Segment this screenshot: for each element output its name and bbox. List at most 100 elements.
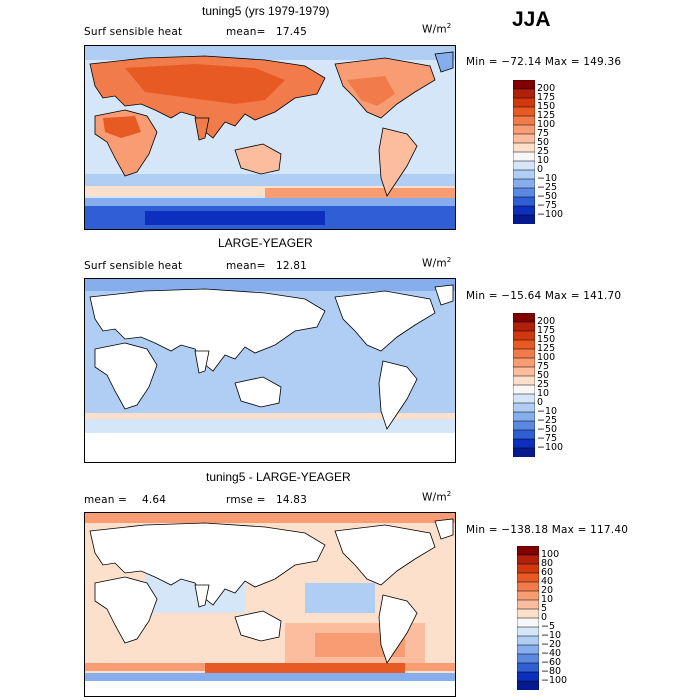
colorbar-swatch <box>512 97 536 108</box>
panel2-units: W/m2 <box>422 256 452 270</box>
colorbar-swatch <box>512 375 536 386</box>
colorbar-swatch <box>516 644 540 655</box>
colorbar-swatch <box>516 680 540 691</box>
colorbar-swatch <box>512 330 536 341</box>
colorbar-tick-label: 40 <box>541 576 554 587</box>
colorbar-tick-label: −10 <box>537 173 558 184</box>
colorbar-swatch <box>512 429 536 440</box>
panel2-colorbar-svg <box>512 312 536 458</box>
panel2-minmax: Min = −15.64 Max = 141.70 <box>466 290 622 302</box>
colorbar-tick-label: −40 <box>541 648 562 659</box>
colorbar-tick-label: −75 <box>537 433 558 444</box>
colorbar-tick-label: 25 <box>537 146 550 157</box>
colorbar-tick-label: −25 <box>537 182 558 193</box>
panel1-mean-label: mean= <box>226 26 266 38</box>
colorbar-tick-label: 200 <box>537 316 556 327</box>
colorbar-swatch <box>512 214 536 225</box>
colorbar-swatch <box>512 393 536 404</box>
panel3-colorbar-svg <box>516 545 540 691</box>
colorbar-swatch <box>516 662 540 673</box>
colorbar-swatch <box>512 402 536 413</box>
panel3-mean-label: mean = <box>84 494 128 506</box>
colorbar-tick-label: 100 <box>541 549 560 560</box>
colorbar-tick-label: 100 <box>537 352 556 363</box>
panel3-minmax: Min = −138.18 Max = 117.40 <box>466 524 629 536</box>
panel1-colorbar-svg <box>512 79 536 225</box>
panel1-mean-value: 17.45 <box>276 26 308 38</box>
colorbar-tick-label: −80 <box>541 666 562 677</box>
panel2-land <box>89 284 454 430</box>
colorbar-swatch <box>512 169 536 180</box>
colorbar-tick-label: 80 <box>541 558 554 569</box>
colorbar-tick-label: 0 <box>537 164 544 175</box>
panel2-colorbar <box>512 312 536 458</box>
panel3-title: tuning5 - LARGE-YEAGER <box>206 470 351 484</box>
colorbar-tick-label: −20 <box>541 639 562 650</box>
colorbar-swatch <box>512 79 536 90</box>
colorbar-tick-label: −60 <box>541 657 562 668</box>
colorbar-tick-label: 10 <box>537 155 550 166</box>
colorbar-tick-label: 125 <box>537 343 556 354</box>
colorbar-swatch <box>516 599 540 610</box>
colorbar-swatch <box>516 572 540 583</box>
colorbar-tick-label: 20 <box>541 585 554 596</box>
panel3-colorbar <box>516 545 540 691</box>
colorbar-swatch <box>516 563 540 574</box>
colorbar-swatch <box>512 411 536 422</box>
colorbar-swatch <box>516 554 540 565</box>
colorbar-tick-label: 150 <box>537 101 556 112</box>
colorbar-swatch <box>516 671 540 682</box>
panel1-map-svg <box>85 46 455 229</box>
colorbar-swatch <box>512 178 536 189</box>
colorbar-swatch <box>512 133 536 144</box>
colorbar-tick-label: 200 <box>537 83 556 94</box>
colorbar-swatch <box>516 608 540 619</box>
colorbar-swatch <box>516 626 540 637</box>
colorbar-tick-label: 75 <box>537 361 550 372</box>
colorbar-swatch <box>512 357 536 368</box>
colorbar-swatch <box>516 581 540 592</box>
panel1-variable-label: Surf sensible heat <box>84 26 183 38</box>
panel2-map-svg <box>85 279 455 462</box>
panel3-land <box>89 518 454 664</box>
colorbar-swatch <box>512 384 536 395</box>
panel3-map <box>84 512 456 697</box>
colorbar-swatch <box>512 447 536 458</box>
colorbar-tick-label: 10 <box>541 594 554 605</box>
colorbar-swatch <box>512 115 536 126</box>
colorbar-tick-label: 75 <box>537 128 550 139</box>
colorbar-swatch <box>516 653 540 664</box>
panel2-variable-label: Surf sensible heat <box>84 260 183 272</box>
colorbar-tick-label: 50 <box>537 370 550 381</box>
panel2-title: LARGE-YEAGER <box>218 236 313 250</box>
colorbar-swatch <box>512 106 536 117</box>
colorbar-swatch <box>516 545 540 556</box>
panel1-colorbar <box>512 79 536 225</box>
colorbar-tick-label: 125 <box>537 110 556 121</box>
colorbar-swatch <box>512 124 536 135</box>
colorbar-swatch <box>512 142 536 153</box>
panel2-map <box>84 278 456 463</box>
colorbar-tick-label: −50 <box>537 424 558 435</box>
colorbar-tick-label: −5 <box>541 621 556 632</box>
colorbar-swatch <box>512 312 536 323</box>
colorbar-tick-label: −25 <box>537 415 558 426</box>
colorbar-tick-label: 5 <box>541 603 548 614</box>
colorbar-swatch <box>512 187 536 198</box>
colorbar-tick-label: 175 <box>537 92 556 103</box>
colorbar-swatch <box>512 196 536 207</box>
colorbar-tick-label: −50 <box>537 191 558 202</box>
colorbar-swatch <box>512 160 536 171</box>
colorbar-tick-label: −100 <box>541 675 568 686</box>
colorbar-tick-label: 100 <box>537 119 556 130</box>
colorbar-swatch <box>512 420 536 431</box>
colorbar-swatch <box>512 339 536 350</box>
panel2-mean-value: 12.81 <box>276 260 308 272</box>
colorbar-swatch <box>512 151 536 162</box>
colorbar-swatch <box>512 205 536 216</box>
panel1-land <box>89 51 454 197</box>
colorbar-tick-label: −100 <box>537 442 564 453</box>
colorbar-tick-label: −75 <box>537 200 558 211</box>
colorbar-swatch <box>516 635 540 646</box>
colorbar-tick-label: 150 <box>537 334 556 345</box>
